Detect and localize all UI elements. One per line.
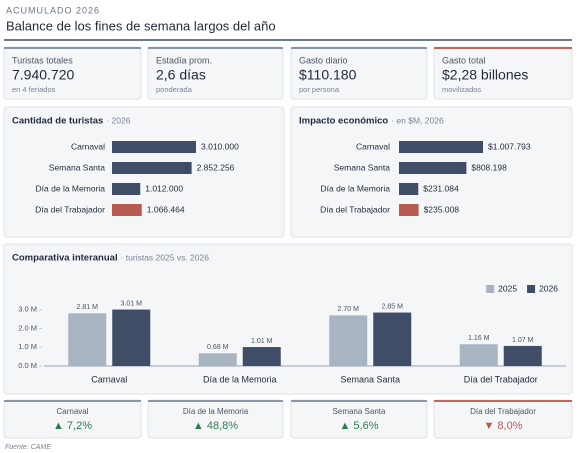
x-tick-label: Carnaval	[91, 374, 127, 384]
category-label: Semana Santa	[334, 162, 391, 172]
kpi-label: Gasto total	[442, 55, 486, 65]
card-accent	[148, 400, 283, 402]
delta-label: Semana Santa	[333, 407, 386, 416]
category-label: Día del Trabajador	[320, 204, 390, 214]
card-accent	[4, 47, 141, 49]
delta-value: ▲ 7,2%	[53, 420, 92, 432]
value-label: 3.01 M	[121, 300, 143, 307]
value-label: 2.70 M	[338, 306, 360, 313]
value-label: 1.16 M	[468, 335, 490, 342]
kpi-note: movilizados	[442, 85, 481, 94]
value-label: 1.01 M	[251, 338, 273, 345]
delta-value: ▼ 8,0%	[483, 420, 522, 432]
bar	[373, 312, 412, 366]
bar	[112, 309, 151, 366]
delta-value: ▲ 48,8%	[193, 420, 238, 432]
y-tick-label: 2.0 M	[18, 323, 37, 332]
source: Fuente: CAME	[5, 444, 51, 451]
kpi-label: Gasto diario	[299, 55, 348, 65]
bar	[503, 345, 542, 366]
category-label: Día del Trabajador	[35, 204, 105, 214]
delta-label: Carnaval	[56, 407, 88, 416]
card-accent	[434, 400, 572, 402]
kpi-note: ponderada	[156, 85, 193, 94]
category-label: Día de la Memoria	[36, 183, 106, 193]
y-tick-label: 1.0 M	[18, 342, 37, 351]
x-tick-label: Semana Santa	[340, 374, 400, 384]
value-label: 3.010.000	[201, 141, 239, 151]
chart-title: Comparativa interanual	[12, 253, 118, 264]
legend-label: 2025	[498, 283, 517, 293]
value-label: $231.084	[423, 183, 459, 193]
chart-subtitle: · turistas 2025 vs. 2026	[121, 252, 210, 262]
card-accent	[291, 400, 427, 402]
legend-swatch	[527, 285, 536, 293]
y-tick-label: 0.0 M	[18, 361, 37, 370]
delta-label: Día de la Memoria	[183, 407, 249, 416]
value-label: $1.007.793	[488, 141, 531, 151]
kpi-value: 2,6 días	[156, 67, 206, 83]
category-label: Carnaval	[71, 141, 105, 151]
x-tick-label: Día de la Memoria	[203, 374, 277, 384]
value-label: 2.81 M	[77, 304, 99, 311]
bar	[198, 353, 237, 366]
page-title: Balance de los fines de semana largos de…	[6, 18, 276, 33]
bar	[68, 313, 107, 366]
bar	[459, 344, 498, 366]
kpi-note: en 4 feriados	[12, 85, 56, 94]
bar	[242, 347, 281, 366]
chart-subtitle: · en $M, 2026	[391, 115, 444, 125]
legend-swatch	[486, 285, 495, 293]
bar	[399, 141, 483, 153]
kpi-note: por persona	[299, 85, 340, 94]
chart-title: Cantidad de turistas	[12, 116, 103, 127]
legend-label: 2026	[539, 283, 558, 293]
bar	[112, 162, 192, 174]
card-accent	[148, 47, 283, 49]
kpi-value: 7.940.720	[12, 67, 74, 83]
bar	[112, 183, 141, 195]
kpi-label: Estadía prom.	[156, 55, 212, 65]
kpi-label: Turistas totales	[12, 55, 73, 65]
value-label: 2.852.256	[197, 162, 235, 172]
value-label: 1.07 M	[512, 337, 534, 344]
kpi-value: $110.180	[299, 67, 357, 83]
value-label: 0.68 M	[207, 344, 229, 351]
value-label: 1.012.000	[145, 183, 183, 193]
card-accent	[291, 47, 427, 49]
category-label: Día de la Memoria	[321, 183, 391, 193]
delta-value: ▲ 5,6%	[339, 420, 378, 432]
bar	[112, 141, 196, 153]
kicker: ACUMULADO 2026	[6, 5, 100, 15]
category-label: Carnaval	[356, 141, 390, 151]
card-accent	[4, 400, 141, 402]
value-label: $235.008	[424, 204, 460, 214]
card-accent	[434, 47, 572, 49]
bar	[399, 183, 419, 195]
bar	[329, 315, 368, 366]
chart-title: Impacto económico	[299, 116, 388, 127]
value-label: 1.066.464	[147, 204, 185, 214]
category-label: Semana Santa	[49, 162, 106, 172]
chart-subtitle: · 2026	[106, 115, 130, 125]
value-label: $808.198	[471, 162, 507, 172]
bar	[112, 204, 142, 216]
bar	[399, 204, 419, 216]
kpi-value: $2,28 billones	[442, 67, 528, 83]
value-label: 2.85 M	[382, 303, 404, 310]
x-tick-label: Día del Trabajador	[464, 374, 538, 384]
bar	[399, 162, 467, 174]
delta-label: Día del Trabajador	[470, 407, 536, 416]
y-tick-label: 3.0 M	[18, 305, 37, 314]
